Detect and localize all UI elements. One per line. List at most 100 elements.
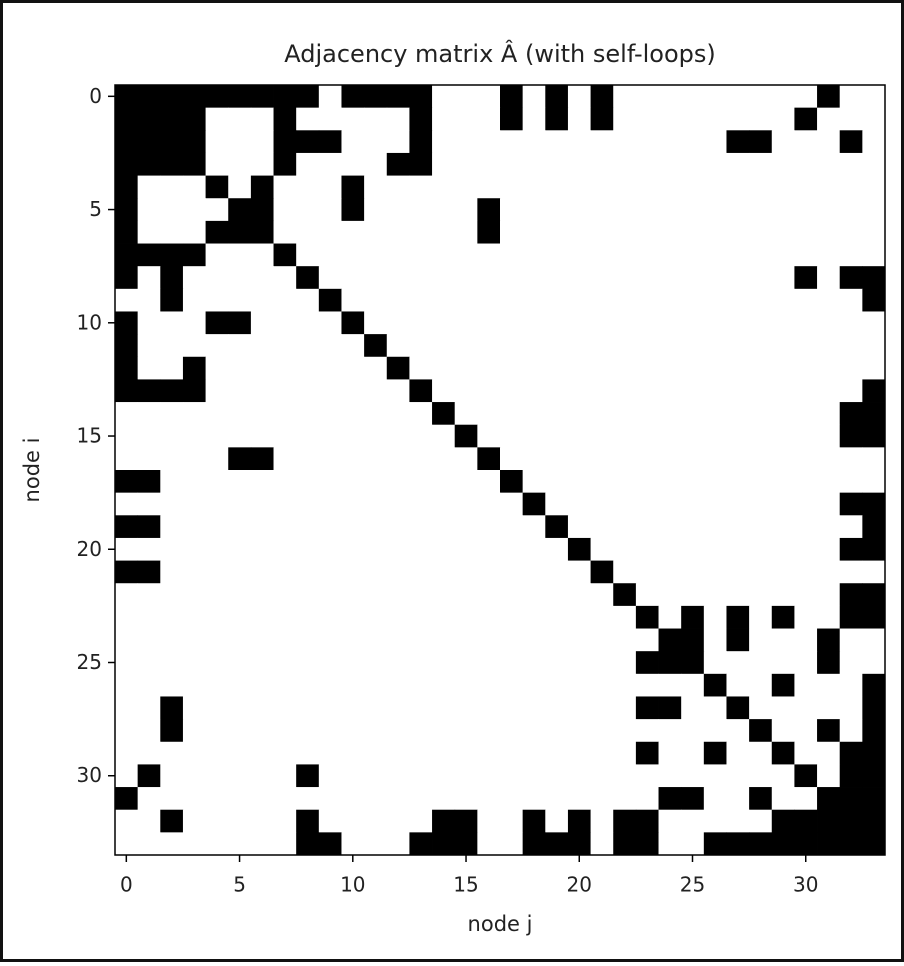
cell [250,334,274,358]
cell [545,605,569,629]
cell [500,787,524,811]
cell [228,673,252,697]
cell [409,560,433,584]
cell [681,537,705,561]
cell [567,560,591,584]
cell [296,741,320,765]
cell [590,741,614,765]
cell [409,741,433,765]
cell [115,741,139,765]
cell [432,356,456,380]
axes: 0 5 10 15 20 25 30 0 5 10 15 20 25 30 [77,84,886,897]
cell [160,719,184,743]
cell [545,311,569,335]
cell [658,130,682,154]
cell [182,334,206,358]
cell [500,583,524,607]
cell [703,311,727,335]
y-tick-label: 25 [77,650,102,674]
cell [160,334,184,358]
cell [635,832,659,856]
cell [749,673,773,697]
cell [477,787,501,811]
cell [771,175,795,199]
cell [862,764,886,788]
cell [771,537,795,561]
cell [386,243,410,267]
cell [228,402,252,426]
cell [635,266,659,290]
cell [454,288,478,312]
cell [318,220,342,244]
cell [454,85,478,109]
cell [749,334,773,358]
cell [409,220,433,244]
cell [409,809,433,833]
cell [635,470,659,494]
cell [794,628,818,652]
cell [409,832,433,856]
cell [771,424,795,448]
cell [432,719,456,743]
cell [613,379,637,403]
cell [318,288,342,312]
cell [839,356,863,380]
cell [817,673,841,697]
cell [635,107,659,131]
cell [160,107,184,131]
cell [296,809,320,833]
cell [454,673,478,697]
cell [409,130,433,154]
cell [862,424,886,448]
cell [454,583,478,607]
cell [839,243,863,267]
cell [341,560,365,584]
cell [726,152,750,176]
cell [862,719,886,743]
cell [635,175,659,199]
cell [703,719,727,743]
cell [364,628,388,652]
cell [409,288,433,312]
cell [500,651,524,675]
cell [794,379,818,403]
cell [500,537,524,561]
cell [160,583,184,607]
cell [545,198,569,222]
cell [545,809,569,833]
cell [273,470,297,494]
cell [839,220,863,244]
cell [794,402,818,426]
cell [228,130,252,154]
cell [522,537,546,561]
cell [432,470,456,494]
cell [318,741,342,765]
cell [839,130,863,154]
cell [205,787,229,811]
cell [703,334,727,358]
cell [250,470,274,494]
cell [500,402,524,426]
cell [567,243,591,267]
cell [817,628,841,652]
cell [273,220,297,244]
cell [454,764,478,788]
cell [160,198,184,222]
cell [477,220,501,244]
cell [477,334,501,358]
cell [862,334,886,358]
cell [794,152,818,176]
cell [341,198,365,222]
cell [794,220,818,244]
cell [477,628,501,652]
cell [703,832,727,856]
cell [817,809,841,833]
cell [590,583,614,607]
cell [500,696,524,720]
cell [522,470,546,494]
cell [182,130,206,154]
cell [839,311,863,335]
cell [749,152,773,176]
cell [817,85,841,109]
cell [794,288,818,312]
